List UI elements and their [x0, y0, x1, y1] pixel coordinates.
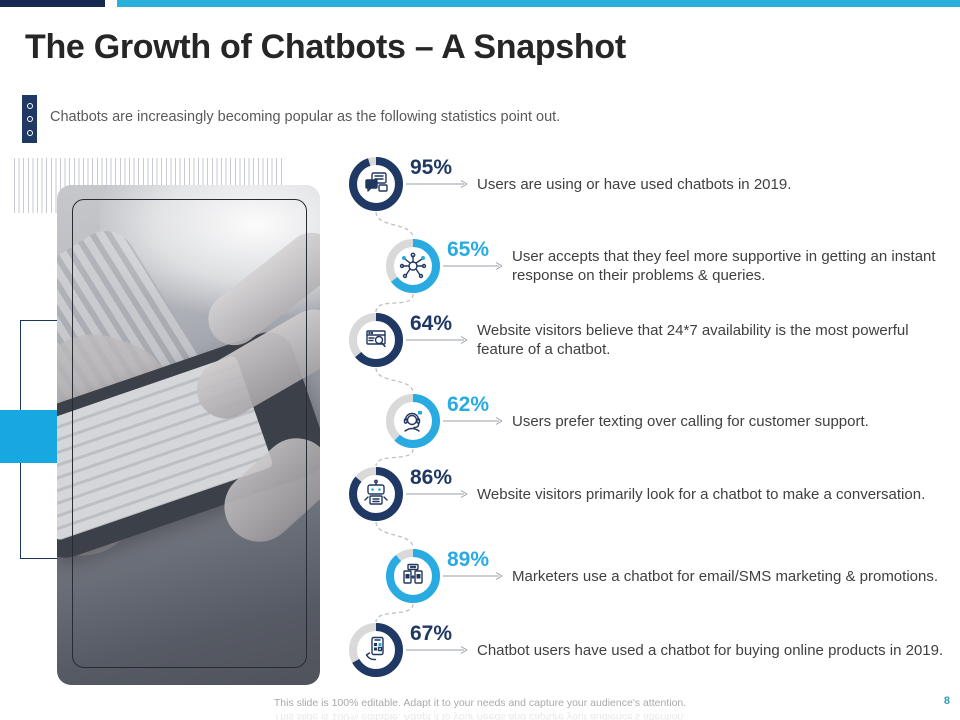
top-bar-navy: [0, 0, 105, 7]
stat-percent: 95%: [410, 156, 453, 179]
decorative-accent-square: [0, 410, 57, 463]
stat-text: User accepts that they feel more support…: [512, 248, 936, 284]
donut-ring: [386, 549, 440, 603]
subtitle-bullet-marker: [22, 95, 37, 143]
web-search-icon: [366, 330, 386, 348]
donut-ring: [349, 157, 403, 211]
stat-percent: 62%: [447, 393, 490, 416]
stat-percent: 86%: [410, 466, 453, 489]
support-headset-icon: [403, 411, 422, 432]
marker-dot: [26, 102, 33, 109]
stat-percent: 64%: [410, 312, 453, 335]
stat-text: Website visitors primarily look for a ch…: [477, 486, 926, 503]
sms-marketing-icon: [403, 563, 423, 584]
chat-bubbles-icon: [365, 172, 388, 192]
top-bar-cyan: [117, 0, 960, 7]
stat-percent: 89%: [447, 548, 490, 571]
stat-text: Users are using or have used chatbots in…: [477, 176, 792, 193]
hands-holding-phone-image: [57, 185, 320, 685]
stat-percent: 65%: [447, 238, 490, 261]
footer-reflection: This slide is 100% editable. Adapt it to…: [273, 711, 687, 720]
page-title: The Growth of Chatbots – A Snapshot: [25, 28, 626, 66]
donut-ring: [349, 467, 403, 521]
photo-inner-outline: [72, 199, 307, 668]
chatbot-icon: [364, 479, 388, 505]
stat-percent: 67%: [410, 622, 453, 645]
stat-text: Users prefer texting over calling for cu…: [512, 413, 869, 430]
marker-dot: [26, 129, 33, 136]
stat-text: Chatbot users have used a chatbot for bu…: [477, 642, 944, 659]
donut-ring: [386, 394, 440, 448]
footer-note: This slide is 100% editable. Adapt it to…: [273, 697, 687, 709]
page-number: 8: [943, 695, 950, 707]
ai-network-icon: [399, 252, 427, 279]
stat-text: Website visitors believe that 24*7 avail…: [477, 322, 909, 358]
donut-ring: [349, 313, 403, 367]
stat-text: Marketers use a chatbot for email/SMS ma…: [512, 568, 939, 585]
mobile-shopping-icon: [365, 636, 384, 661]
donut-ring: [349, 623, 403, 677]
marker-dot: [26, 116, 33, 122]
donut-ring: [386, 239, 440, 293]
subtitle-text: Chatbots are increasingly becoming popul…: [50, 109, 561, 125]
